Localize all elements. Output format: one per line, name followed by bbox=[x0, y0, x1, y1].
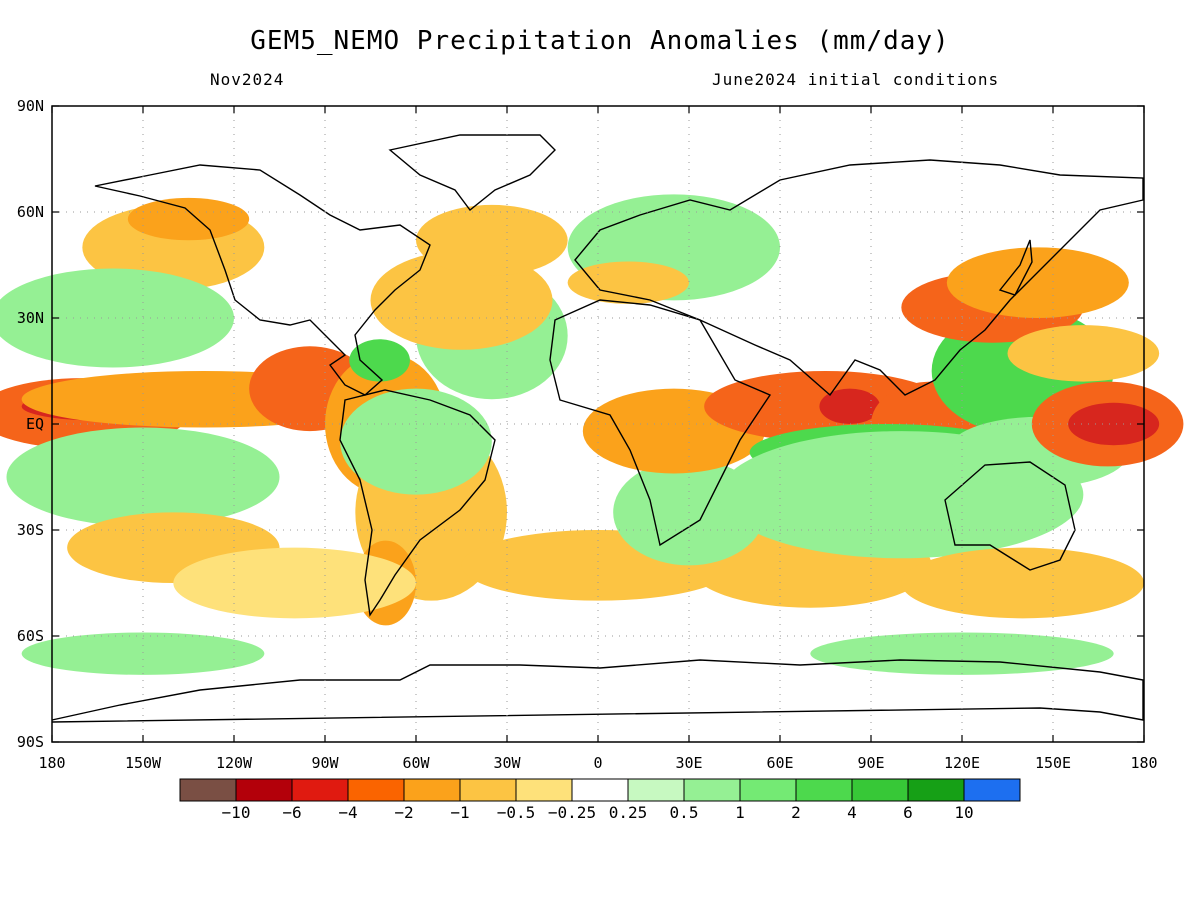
lon-label: 0 bbox=[593, 754, 602, 772]
colorbar-swatch bbox=[459, 778, 517, 802]
colorbar-label: 2 bbox=[791, 803, 801, 822]
colorbar-swatch bbox=[795, 778, 853, 802]
colorbar-swatch bbox=[179, 778, 237, 802]
colorbar-swatch bbox=[291, 778, 349, 802]
anomaly-patch-strong_dry bbox=[819, 388, 881, 425]
anomaly-patch-light_dry bbox=[901, 547, 1144, 619]
colorbar-label: 0.25 bbox=[609, 803, 648, 822]
colorbar-swatch bbox=[851, 778, 909, 802]
coastlines bbox=[51, 134, 1144, 723]
anomaly-patch-light_wet bbox=[340, 388, 492, 495]
anomaly-patch-light_dry bbox=[567, 261, 689, 304]
lon-label: 90W bbox=[311, 754, 339, 772]
antarctica-coast bbox=[51, 659, 1144, 723]
lon-label: 120W bbox=[216, 754, 253, 772]
colorbar-swatch bbox=[403, 778, 461, 802]
lon-label: 150W bbox=[125, 754, 162, 772]
colorbar-label: −10 bbox=[222, 803, 251, 822]
lon-label: 120E bbox=[944, 754, 980, 772]
lat-label: 30S bbox=[17, 521, 44, 539]
chart-title: GEM5_NEMO Precipitation Anomalies (mm/da… bbox=[250, 26, 950, 56]
anomaly-patch-light_dry bbox=[416, 204, 568, 276]
anomaly-patch-mod_dry bbox=[127, 197, 250, 241]
lon-label: 60E bbox=[766, 754, 793, 772]
anomaly-patch-light_wet bbox=[21, 632, 265, 675]
colorbar-swatch bbox=[683, 778, 741, 802]
lon-label: 180 bbox=[1130, 754, 1157, 772]
lat-label: 90N bbox=[17, 97, 44, 115]
colorbar-swatch bbox=[739, 778, 797, 802]
colorbar-label: −1 bbox=[450, 803, 469, 822]
anomaly-patch-light_wet bbox=[0, 268, 234, 368]
anomaly-patch-strong_dry bbox=[1068, 402, 1160, 446]
colorbar-swatch bbox=[571, 778, 629, 802]
lon-label: 150E bbox=[1035, 754, 1071, 772]
forecast-month: Nov2024 bbox=[210, 70, 285, 89]
lon-label: 30E bbox=[675, 754, 702, 772]
anomaly-patch-light_dry bbox=[1007, 325, 1160, 382]
anomaly-patch-light_dry bbox=[370, 250, 553, 350]
lat-label: EQ bbox=[26, 415, 44, 433]
anomaly-patch-wet bbox=[349, 339, 410, 382]
colorbar-label: −4 bbox=[338, 803, 357, 822]
colorbar-swatch bbox=[907, 778, 965, 802]
colorbar-label: 1 bbox=[735, 803, 745, 822]
colorbar-label: −0.25 bbox=[548, 803, 596, 822]
greenland-coast bbox=[388, 134, 556, 211]
colorbar-swatch bbox=[515, 778, 573, 802]
colorbar-swatch bbox=[963, 778, 1021, 802]
colorbar-swatch bbox=[347, 778, 405, 802]
lat-label: 30N bbox=[17, 309, 44, 327]
lat-label: 60N bbox=[17, 203, 44, 221]
initial-conditions: June2024 initial conditions bbox=[712, 70, 1000, 89]
colorbar-swatch bbox=[627, 778, 685, 802]
colorbar bbox=[179, 778, 1021, 802]
lat-label: 90S bbox=[17, 733, 44, 751]
lon-label: 30W bbox=[493, 754, 521, 772]
lat-label: 60S bbox=[17, 627, 44, 645]
colorbar-label: 10 bbox=[954, 803, 973, 822]
lon-label: 180 bbox=[38, 754, 65, 772]
south-america-coast bbox=[339, 389, 496, 617]
colorbar-swatch bbox=[235, 778, 293, 802]
graticule bbox=[52, 106, 1144, 742]
colorbar-label: −2 bbox=[394, 803, 413, 822]
africa-coast bbox=[549, 299, 772, 547]
australia-coast bbox=[944, 461, 1076, 571]
europe-asia-coast bbox=[574, 159, 1144, 397]
colorbar-label: 0.5 bbox=[670, 803, 699, 822]
colorbar-label: 4 bbox=[847, 803, 857, 822]
anomaly-patch-mod_dry bbox=[946, 247, 1129, 318]
anomaly-patch-light_wet bbox=[810, 632, 1114, 675]
colorbar-label: −6 bbox=[282, 803, 301, 822]
latitude-labels: 90N 60N 30N EQ 30S 60S 90S bbox=[17, 97, 44, 751]
longitude-labels: 180 150W 120W 90W 60W 30W 0 30E 60E 90E 120E 150E 18… bbox=[38, 754, 1157, 772]
lon-label: 60W bbox=[402, 754, 430, 772]
anomaly-patch-weak_dry bbox=[173, 547, 416, 619]
lon-label: 90E bbox=[857, 754, 884, 772]
anomaly-field bbox=[0, 194, 1184, 675]
japan-coast bbox=[998, 239, 1033, 296]
north-america-coast bbox=[94, 164, 431, 396]
colorbar-label: −0.5 bbox=[497, 803, 536, 822]
colorbar-labels: −10 −6 −4 −2 −1 −0.5 −0.25 0.25 0.5 1 2 4 6 10 bbox=[222, 803, 974, 822]
colorbar-label: 6 bbox=[903, 803, 913, 822]
